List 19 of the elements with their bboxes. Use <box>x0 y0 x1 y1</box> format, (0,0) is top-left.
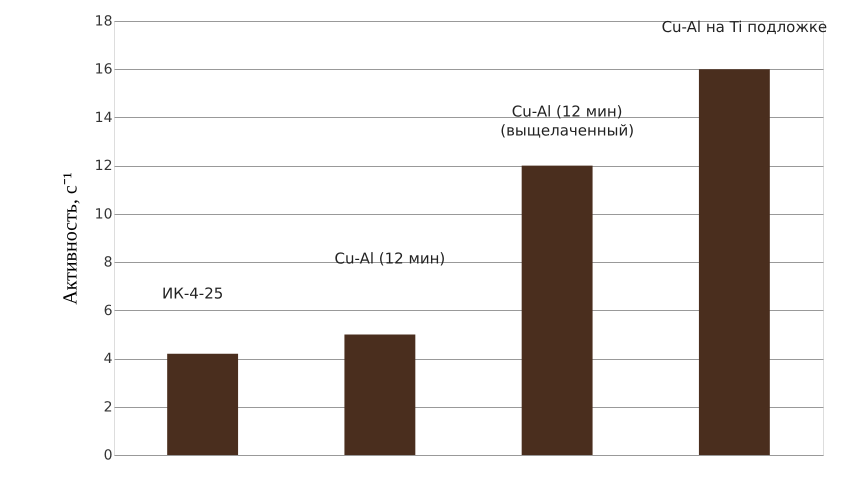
y-tick-label: 2 <box>104 399 112 416</box>
y-tick-label: 12 <box>94 158 112 174</box>
y-tick-label: 4 <box>104 351 113 368</box>
bar <box>698 69 770 455</box>
y-tick-label: 16 <box>94 62 113 78</box>
y-tick-label: 8 <box>104 254 112 271</box>
annotation: Cu-Al (12 мин) (выщелаченный) <box>500 102 634 140</box>
y-axis-title: Активность, с⁻¹ <box>60 172 82 305</box>
annotation: Cu-Al на Ti подложке <box>662 18 828 36</box>
bar <box>522 166 593 455</box>
annotation: Cu-Al (12 мин) <box>334 249 446 268</box>
y-tick-label: 10 <box>94 206 112 222</box>
y-tick-label: 18 <box>94 14 112 30</box>
y-tick-label: 0 <box>104 448 112 464</box>
annotation: ИК-4-25 <box>162 284 224 303</box>
bar <box>344 334 416 455</box>
y-tick-label: 6 <box>104 302 113 319</box>
y-tick-label: 14 <box>94 110 113 126</box>
bar <box>167 354 238 455</box>
